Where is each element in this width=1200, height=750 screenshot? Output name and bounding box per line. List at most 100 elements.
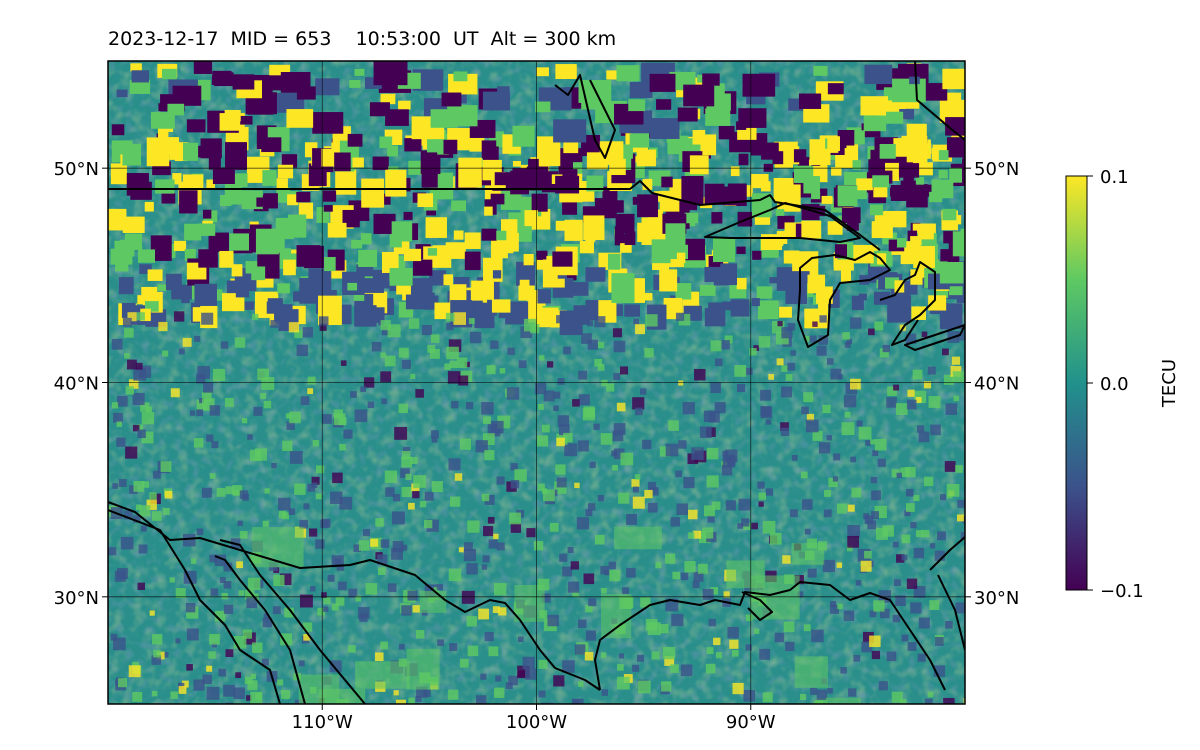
tec-cell xyxy=(391,547,403,560)
tec-cell xyxy=(898,163,920,178)
tec-cell xyxy=(164,490,173,499)
tec-cell xyxy=(232,74,255,90)
tec-cell xyxy=(735,703,743,704)
tec-cell xyxy=(743,523,751,531)
tec-cell xyxy=(114,570,126,582)
tec-cell xyxy=(523,253,534,266)
tec-cell xyxy=(157,284,167,291)
tec-cell xyxy=(742,73,776,97)
tec-cell xyxy=(408,318,420,329)
tec-cell xyxy=(818,442,831,454)
tec-cell xyxy=(611,273,635,303)
tec-cell xyxy=(395,699,406,704)
tec-cell xyxy=(122,216,145,233)
tec-cell xyxy=(547,614,559,627)
tec-cell xyxy=(708,618,716,627)
tec-cell xyxy=(182,337,192,347)
tec-cell xyxy=(722,451,728,457)
tec-cell xyxy=(710,587,719,595)
tec-cell xyxy=(758,501,764,507)
tec-cell xyxy=(891,691,903,703)
tec-cell xyxy=(677,107,698,122)
tec-cell xyxy=(182,174,204,190)
tec-cell xyxy=(117,678,127,688)
tec-cell xyxy=(938,169,948,179)
tec-cell xyxy=(659,190,680,212)
tec-cell xyxy=(186,628,199,641)
tec-cell xyxy=(581,333,592,344)
tec-cell xyxy=(151,511,162,521)
tec-cell xyxy=(578,370,588,380)
tec-cell xyxy=(184,223,202,241)
tec-cell xyxy=(315,539,325,549)
tec-cell xyxy=(355,595,361,602)
tec-cell xyxy=(158,321,168,332)
tec-cell xyxy=(848,688,857,697)
tec-cell xyxy=(224,109,241,122)
tec-cell xyxy=(364,278,385,293)
tec-cell xyxy=(347,133,363,147)
tec-cell xyxy=(401,359,411,369)
tec-cell xyxy=(956,331,965,341)
tec-cell xyxy=(244,301,255,310)
tec-cell xyxy=(781,327,793,339)
tec-cell xyxy=(380,93,396,105)
tec-cell xyxy=(130,63,142,72)
tec-cell xyxy=(552,251,573,267)
tec-cell xyxy=(704,505,715,517)
tec-cell xyxy=(391,221,413,242)
tec-cell xyxy=(945,403,958,415)
tec-cell xyxy=(381,326,391,336)
tec-cell xyxy=(556,315,565,324)
tec-cell xyxy=(787,323,796,331)
tec-cell xyxy=(410,457,418,464)
tec-cell xyxy=(275,316,284,325)
tec-cell xyxy=(441,92,462,107)
tec-cell xyxy=(607,253,621,270)
tec-cell xyxy=(385,109,409,126)
tec-cell xyxy=(518,285,535,301)
tec-cell xyxy=(183,142,199,161)
tec-cell xyxy=(933,665,946,677)
tec-cell xyxy=(179,190,198,214)
tec-cell xyxy=(317,607,326,616)
tec-cell xyxy=(888,239,905,252)
tec-cell xyxy=(363,703,373,704)
tec-cell xyxy=(247,434,253,440)
tec-cell xyxy=(497,86,510,95)
tec-cell xyxy=(262,170,277,186)
tec-cell xyxy=(369,102,390,117)
tec-cell xyxy=(576,517,590,530)
tec-cell xyxy=(135,362,143,370)
tec-cell xyxy=(736,383,746,393)
tec-cell xyxy=(577,440,589,452)
tec-cell xyxy=(289,451,303,464)
tec-cell xyxy=(856,178,873,191)
tec-cell xyxy=(241,417,248,424)
tec-cell xyxy=(387,145,399,157)
tec-cell xyxy=(209,473,216,479)
tec-cell xyxy=(453,312,467,325)
tec-cell xyxy=(688,532,695,539)
tec-cell xyxy=(482,91,510,111)
tec-cell xyxy=(140,525,147,532)
tec-cell xyxy=(190,410,196,416)
tec-cell xyxy=(910,236,922,246)
tec-cell xyxy=(578,394,590,406)
tec-cell xyxy=(284,607,294,618)
tec-cell xyxy=(377,567,386,576)
tec-cell xyxy=(229,233,249,251)
tec-cell xyxy=(901,634,909,642)
tec-cell xyxy=(508,675,518,686)
tec-cell xyxy=(850,378,861,390)
tec-cell xyxy=(398,347,409,358)
tec-cell xyxy=(252,642,263,653)
tec-cell xyxy=(123,510,133,520)
tec-cell xyxy=(691,447,704,460)
tec-cell xyxy=(918,617,930,629)
tec-cell xyxy=(577,681,584,687)
tec-cell xyxy=(431,436,438,443)
tec-cell xyxy=(286,109,314,128)
tec-cell xyxy=(899,698,907,704)
tec-cell xyxy=(916,425,925,433)
